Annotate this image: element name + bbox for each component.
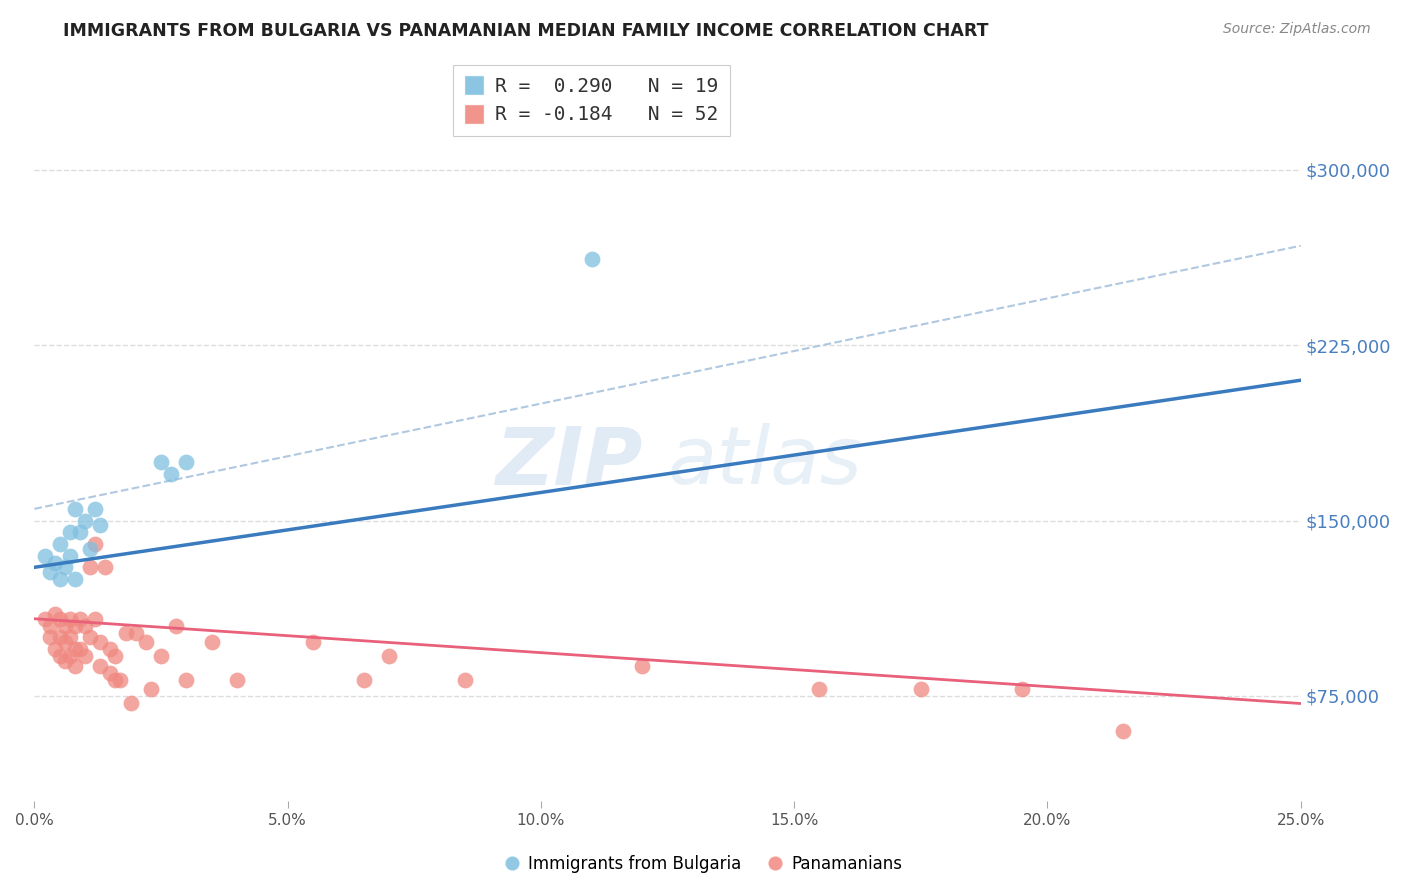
Point: [94, 560, 117, 574]
Point: [808, 681, 831, 696]
Point: [176, 673, 198, 687]
Point: [89, 518, 111, 533]
Point: [59, 631, 82, 645]
Point: [176, 455, 198, 469]
Point: [98, 665, 121, 680]
Point: [69, 612, 91, 626]
Point: [59, 649, 82, 664]
Point: [48, 631, 70, 645]
Point: [165, 619, 187, 633]
Point: [110, 673, 132, 687]
Legend: Immigrants from Bulgaria, Panamanians: Immigrants from Bulgaria, Panamanians: [496, 848, 910, 880]
Point: [53, 619, 76, 633]
Point: [150, 649, 173, 664]
Point: [53, 560, 76, 574]
Point: [302, 635, 325, 649]
Point: [48, 612, 70, 626]
Point: [84, 501, 107, 516]
Point: [98, 642, 121, 657]
Point: [34, 549, 56, 563]
Point: [63, 501, 86, 516]
Point: [63, 642, 86, 657]
Point: [38, 619, 60, 633]
Point: [160, 467, 183, 481]
Point: [73, 619, 96, 633]
Point: [79, 560, 101, 574]
Point: [69, 525, 91, 540]
Point: [44, 607, 66, 621]
Point: [104, 673, 127, 687]
Point: [1112, 723, 1135, 738]
Point: [44, 642, 66, 657]
Point: [48, 537, 70, 551]
Point: [631, 658, 654, 673]
Point: [73, 649, 96, 664]
Point: [139, 681, 162, 696]
Point: [89, 658, 111, 673]
Point: [63, 658, 86, 673]
Text: ZIP: ZIP: [495, 423, 643, 501]
Point: [38, 631, 60, 645]
Point: [53, 635, 76, 649]
Point: [48, 572, 70, 586]
Text: IMMIGRANTS FROM BULGARIA VS PANAMANIAN MEDIAN FAMILY INCOME CORRELATION CHART: IMMIGRANTS FROM BULGARIA VS PANAMANIAN M…: [63, 22, 988, 40]
Text: Source: ZipAtlas.com: Source: ZipAtlas.com: [1223, 22, 1371, 37]
Point: [79, 541, 101, 556]
Point: [150, 455, 173, 469]
Point: [38, 565, 60, 579]
Point: [89, 635, 111, 649]
Point: [59, 612, 82, 626]
Point: [63, 572, 86, 586]
Point: [104, 649, 127, 664]
Point: [59, 525, 82, 540]
Point: [581, 252, 603, 266]
Point: [59, 549, 82, 563]
Point: [84, 537, 107, 551]
Point: [53, 654, 76, 668]
Point: [1011, 681, 1033, 696]
Point: [378, 649, 401, 664]
Point: [48, 649, 70, 664]
Point: [34, 612, 56, 626]
Point: [124, 625, 146, 640]
Point: [63, 619, 86, 633]
Text: atlas: atlas: [668, 423, 862, 501]
Point: [114, 625, 136, 640]
Point: [910, 681, 932, 696]
Point: [201, 635, 224, 649]
Point: [454, 673, 477, 687]
Point: [84, 612, 107, 626]
Point: [69, 642, 91, 657]
Point: [73, 514, 96, 528]
Point: [353, 673, 375, 687]
Point: [79, 631, 101, 645]
Point: [135, 635, 157, 649]
Legend: R =  0.290   N = 19, R = -0.184   N = 52: R = 0.290 N = 19, R = -0.184 N = 52: [453, 65, 730, 136]
Point: [44, 556, 66, 570]
Point: [120, 696, 142, 710]
Point: [226, 673, 249, 687]
